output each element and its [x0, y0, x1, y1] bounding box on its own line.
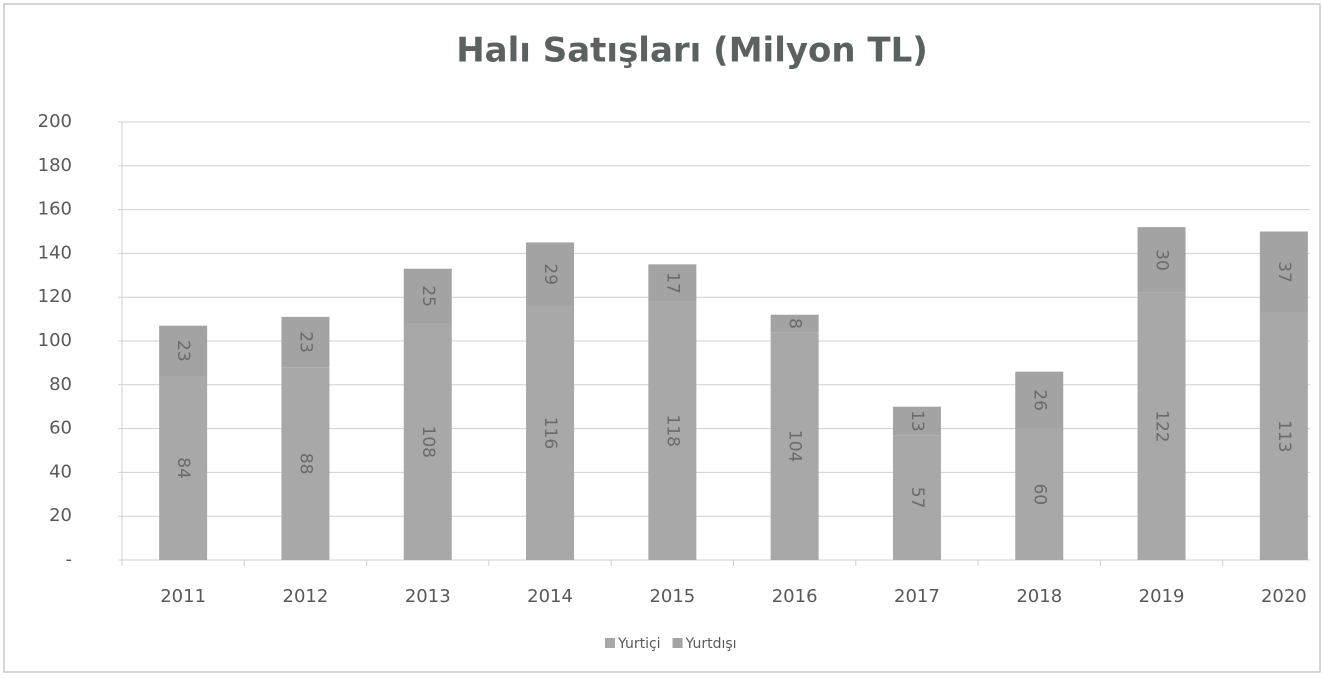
- x-tick-label: 2018: [1016, 586, 1062, 607]
- data-label: 108: [418, 426, 438, 458]
- y-tick-label: 140: [38, 242, 72, 263]
- data-label: 122: [1152, 410, 1172, 442]
- bar-segment: [892, 435, 941, 560]
- legend-swatch: [672, 638, 683, 648]
- x-tick-label: 2017: [894, 586, 940, 607]
- bar-segment: [1015, 371, 1064, 429]
- data-label: 13: [907, 410, 927, 432]
- data-label: 113: [1274, 420, 1294, 452]
- y-tick-label: 100: [38, 330, 72, 351]
- bar-segment: [403, 268, 452, 324]
- y-tick-label: 120: [38, 286, 72, 307]
- data-label: 8: [785, 318, 805, 329]
- x-tick-label: 2019: [1139, 586, 1185, 607]
- data-label: 88: [295, 453, 315, 475]
- x-tick-label: 2016: [772, 586, 818, 607]
- x-tick-label: 2011: [160, 586, 206, 607]
- y-tick-label: 200: [38, 111, 72, 132]
- data-label: 17: [662, 272, 682, 294]
- bar-segment: [770, 332, 819, 560]
- legend-label: Yurtiçi: [617, 636, 661, 652]
- y-tick-label: 180: [38, 155, 72, 176]
- bar-segment: [1137, 227, 1186, 293]
- bar-segment: [1015, 428, 1064, 560]
- x-tick-label: 2013: [405, 586, 451, 607]
- x-tick-label: 2012: [283, 586, 329, 607]
- bar-segment: [1137, 292, 1186, 560]
- chart-title: Halı Satışları (Milyon TL): [456, 31, 928, 71]
- data-label: 118: [662, 415, 682, 447]
- y-tick-label: 60: [49, 418, 72, 439]
- x-tick-label: 2020: [1261, 586, 1307, 607]
- x-tick-label: 2015: [649, 586, 695, 607]
- y-tick-label: -: [66, 549, 73, 570]
- bar-segment: [1259, 231, 1308, 313]
- data-label: 29: [540, 263, 560, 285]
- y-tick-label: 160: [38, 199, 72, 220]
- bar-segment: [526, 242, 575, 306]
- bar-segment: [159, 325, 208, 377]
- data-label: 116: [540, 417, 560, 449]
- y-tick-label: 20: [49, 505, 72, 526]
- bar-segment: [1259, 312, 1308, 560]
- bar-segment: [770, 314, 819, 333]
- bar-segment: [526, 305, 575, 560]
- y-tick-label: 80: [49, 374, 72, 395]
- bar-segment: [281, 367, 330, 560]
- legend-label: Yurtdışı: [685, 636, 737, 652]
- bar-segment: [159, 376, 208, 560]
- x-tick-label: 2014: [527, 586, 573, 607]
- bar-segment: [281, 316, 330, 368]
- bar-segment: [648, 301, 697, 560]
- data-label: 84: [173, 457, 193, 479]
- data-label: 30: [1152, 249, 1172, 271]
- data-label: 37: [1274, 261, 1294, 283]
- bar-segment: [403, 323, 452, 560]
- y-tick-label: 40: [49, 461, 72, 482]
- bar-segment: [648, 264, 697, 302]
- data-label: 26: [1029, 389, 1049, 411]
- legend-swatch: [605, 638, 615, 648]
- data-label: 60: [1029, 483, 1049, 505]
- data-label: 25: [418, 285, 438, 307]
- data-label: 57: [907, 487, 927, 509]
- data-label: 23: [173, 340, 193, 362]
- data-label: 23: [295, 331, 315, 353]
- data-label: 104: [785, 430, 805, 462]
- bar-segment: [892, 406, 941, 436]
